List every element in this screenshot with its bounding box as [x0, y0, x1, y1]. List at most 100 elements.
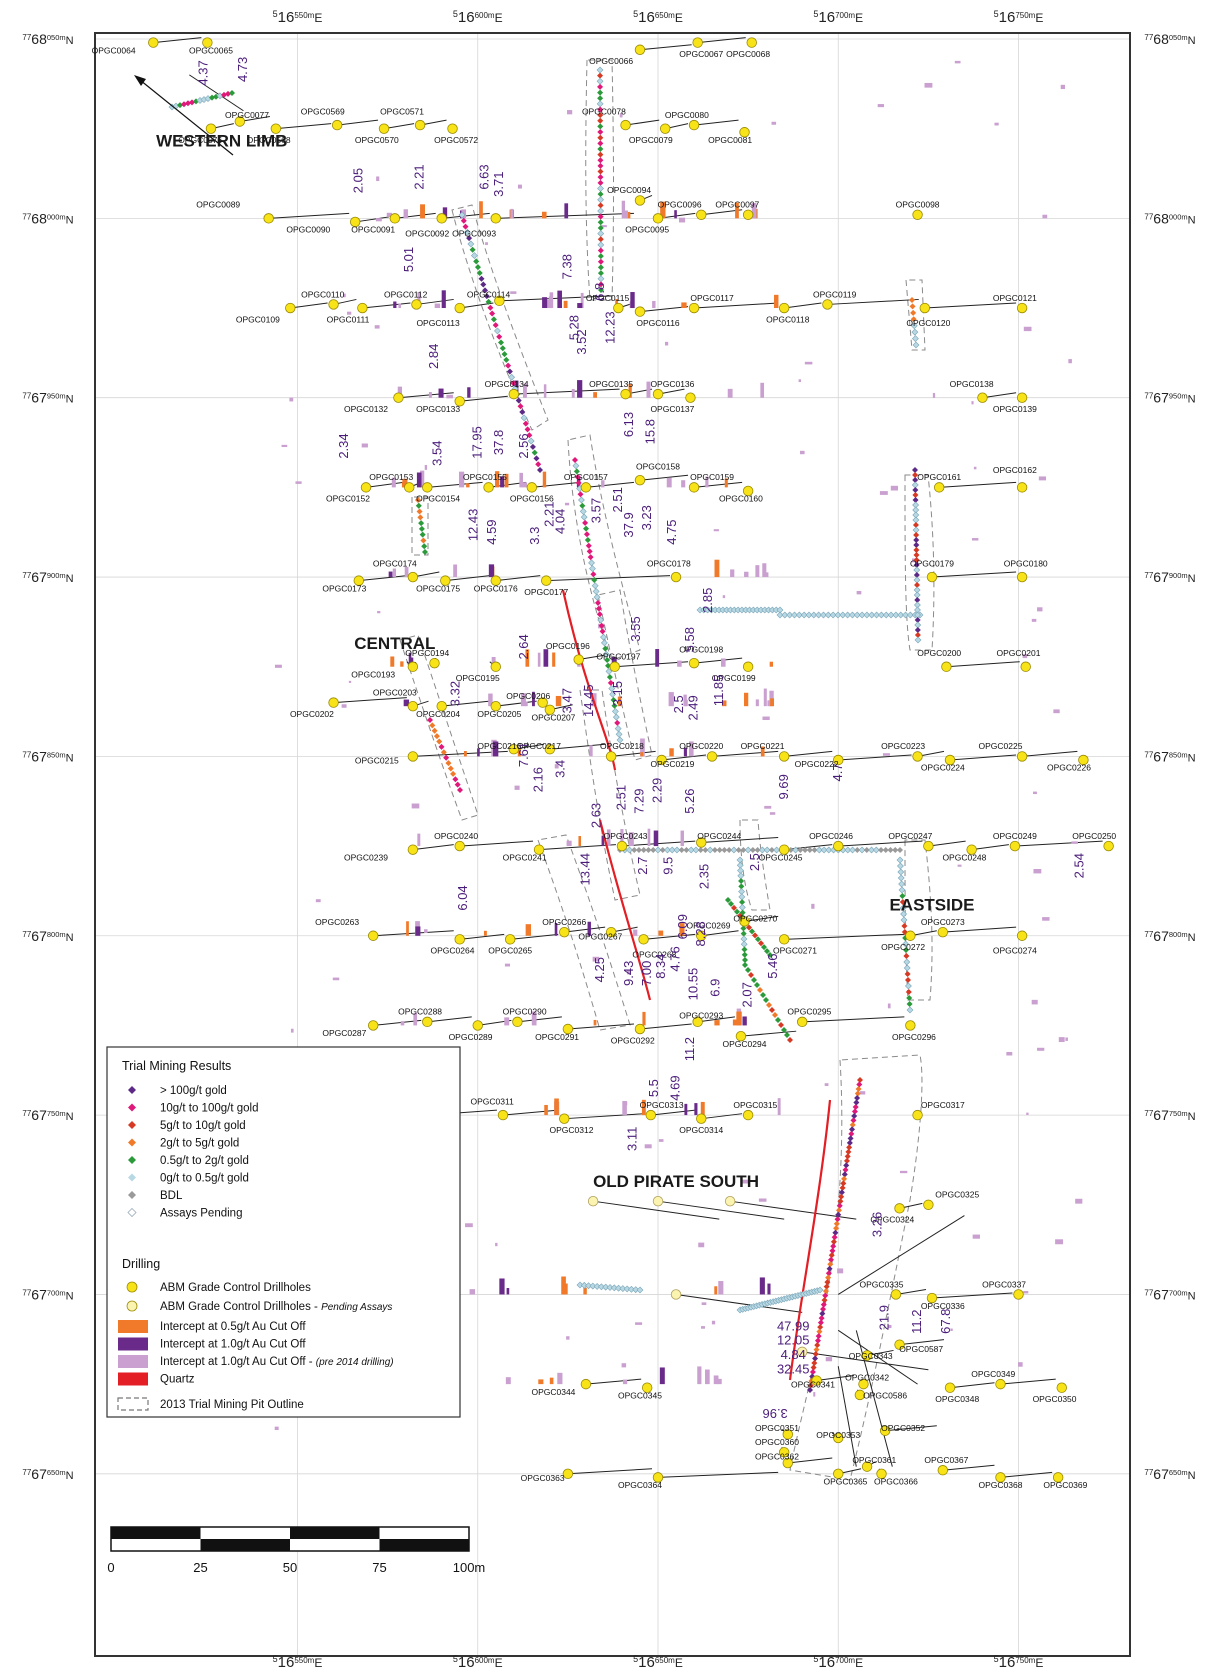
- sample-point: [572, 462, 580, 470]
- sample-point: [645, 847, 652, 853]
- sample-point: [852, 1103, 859, 1110]
- sample-point: [836, 1202, 843, 1209]
- sample-point: [740, 925, 747, 932]
- drillhole-label: OPGC0265: [488, 946, 532, 956]
- sample-point: [467, 240, 475, 248]
- pending-drillhole-collar: [587, 1195, 599, 1207]
- drillhole-collar: [616, 840, 628, 852]
- drillhole-label: OPGC0152: [326, 494, 370, 504]
- drillhole-label: OPGC0080: [665, 110, 709, 120]
- drillhole-label: OPGC0225: [978, 741, 1022, 751]
- sample-point: [914, 597, 921, 603]
- sample-point: [602, 1283, 610, 1291]
- drill-trace: [564, 1113, 645, 1120]
- drillhole-collar: [436, 700, 447, 712]
- sample-point: [450, 770, 457, 777]
- drillhole-label: OPGC0158: [636, 461, 680, 471]
- sample-point: [741, 951, 748, 958]
- drill-trace: [827, 298, 919, 305]
- axis-labels: 516550mE 516550mE 516600mE 516600mE 516650mE…: [22, 9, 1195, 1671]
- trial-mining-samples: [168, 66, 924, 1393]
- drillhole-opgc0268: OPGC0268: [632, 934, 677, 959]
- drillhole-collar: [148, 37, 159, 48]
- sample-point: [487, 304, 494, 311]
- intercept-bar: [477, 748, 480, 757]
- drillhole-label: OPGC0271: [773, 946, 817, 956]
- sample-point: [597, 72, 604, 79]
- intercept-bar: [718, 1281, 724, 1295]
- intercept-bar: [400, 1021, 405, 1026]
- grade-value: 2.5: [671, 695, 686, 713]
- drillhole-opgc0134: OPGC0134: [485, 379, 529, 400]
- sample-point: [692, 846, 700, 854]
- drill-trace: [657, 1471, 779, 1478]
- drill-trace: [802, 1016, 905, 1023]
- drillhole-opgc0116: OPGC0116: [634, 306, 680, 328]
- drillhole-opgc0173: OPGC0173: [322, 575, 367, 593]
- sample-point: [766, 1002, 772, 1008]
- intercept-bar: [760, 382, 765, 398]
- drill-trace: [333, 697, 407, 704]
- intercept-bar: [587, 921, 591, 936]
- northing-label: 7767800mN: [22, 928, 73, 944]
- sample-point: [510, 380, 517, 387]
- area-label: WESTERN LIMB: [156, 132, 287, 151]
- drillhole-collar: [407, 700, 419, 712]
- drillhole-label: OPGC0161: [917, 472, 961, 482]
- sample-point: [489, 310, 496, 317]
- legend-collar-icon: [126, 1300, 138, 1312]
- drill-trace: [153, 37, 202, 44]
- sample-point: [807, 1382, 814, 1389]
- drillhole-opgc0155: OPGC0155: [463, 472, 507, 493]
- drillhole-opgc0311: OPGC0311: [471, 1096, 514, 1121]
- grade-value: 37.9: [621, 512, 636, 537]
- drillhole-label: OPGC0110: [301, 289, 345, 299]
- drillhole-label: OPGC0246: [809, 831, 853, 841]
- drill-trace: [416, 298, 454, 305]
- legend-intercept-label: Quartz: [160, 1374, 195, 1386]
- drillhole-opgc0243: OPGC0243: [604, 831, 648, 852]
- sample-point: [420, 537, 427, 544]
- intercept-bar: [593, 392, 598, 398]
- sample-point: [830, 1238, 837, 1245]
- intercept-bar: [281, 444, 288, 448]
- drillhole-opgc0247: OPGC0247: [888, 831, 934, 852]
- drillhole-label: OPGC0204: [416, 709, 460, 719]
- drillhole-opgc0289: OPGC0289: [449, 1020, 493, 1042]
- drill-trace: [657, 1200, 785, 1220]
- sample-point: [863, 847, 870, 853]
- drillhole-opgc0179: OPGC0179: [910, 558, 954, 583]
- sample-point: [515, 397, 522, 404]
- intercept-bar: [400, 661, 404, 667]
- sample-point: [597, 213, 604, 220]
- intercept-bar: [1031, 999, 1038, 1005]
- drillhole-opgc0293: OPGC0293: [679, 1010, 723, 1028]
- intercept-bar: [652, 300, 656, 309]
- intercept-bar: [467, 387, 471, 398]
- sample-point: [582, 519, 589, 526]
- drill-trace: [939, 481, 1017, 488]
- drillhole-opgc0314: OPGC0314: [679, 1113, 723, 1135]
- intercept-bar: [495, 471, 500, 488]
- drillhole-opgc0245: OPGC0245: [759, 844, 803, 862]
- sample-point: [596, 611, 603, 618]
- drillhole-opgc0348: OPGC0348: [935, 1382, 979, 1404]
- drillhole-label: OPGC0118: [766, 314, 810, 324]
- drillhole-collar: [634, 44, 646, 55]
- drillhole-collar: [407, 844, 419, 855]
- intercept-bar: [564, 203, 569, 219]
- intercept-bar: [554, 764, 559, 769]
- sample-point: [746, 924, 752, 931]
- intercept-bar: [717, 1378, 722, 1385]
- drillhole-label: OPGC0274: [993, 946, 1037, 956]
- drillhole-opgc0136: OPGC0136: [650, 379, 695, 400]
- drillhole-opgc0091: OPGC0091: [351, 213, 401, 235]
- grade-value: 2.63: [588, 803, 603, 828]
- intercept-bar: [804, 361, 813, 365]
- legend-grade-item: > 100g/t gold: [128, 1085, 227, 1097]
- sample-point: [877, 611, 885, 619]
- intercept-bar: [519, 472, 523, 488]
- sample-point: [600, 639, 608, 647]
- drill-trace: [593, 1200, 720, 1220]
- drillhole-collar: [833, 1468, 844, 1480]
